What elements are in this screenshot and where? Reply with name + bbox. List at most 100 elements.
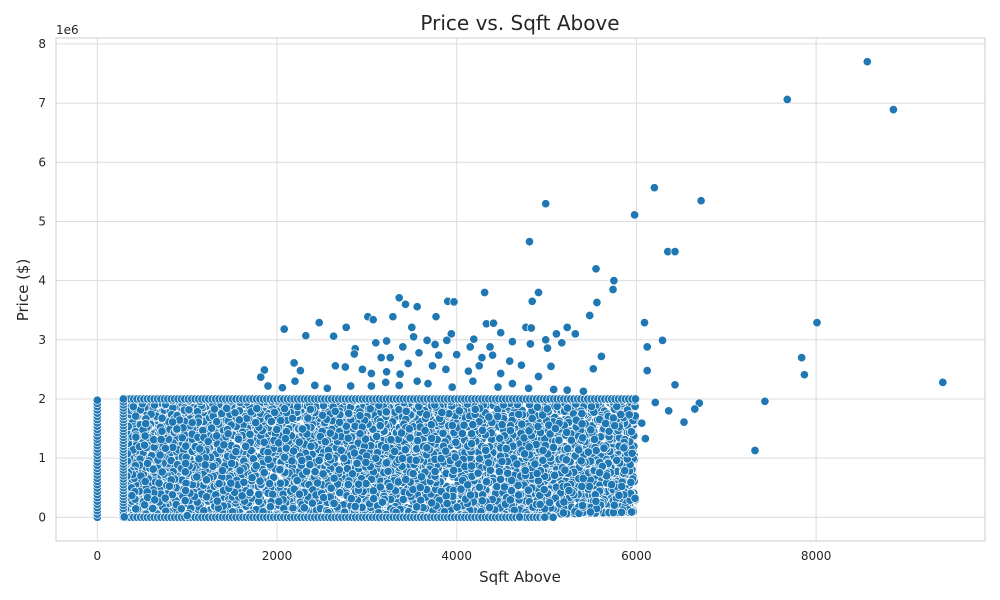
data-point [177, 433, 187, 443]
data-point [287, 456, 297, 466]
data-point [128, 402, 138, 412]
data-point [139, 440, 150, 450]
data-point [212, 431, 222, 441]
data-point [512, 459, 522, 469]
data-point [255, 476, 265, 486]
data-point [612, 455, 622, 465]
data-point [481, 445, 491, 455]
data-point [299, 503, 309, 513]
data-point [473, 468, 483, 478]
data-point [201, 475, 212, 485]
data-point [181, 441, 191, 451]
data-point [447, 420, 457, 431]
data-point [624, 410, 634, 420]
data-point [265, 479, 275, 489]
data-point [385, 482, 395, 492]
data-point [466, 461, 477, 471]
data-point [527, 413, 537, 424]
data-point [408, 469, 418, 479]
data-point [294, 437, 304, 447]
data-point [344, 408, 354, 418]
data-point [394, 405, 404, 415]
data-point [292, 475, 302, 486]
data-point [252, 403, 262, 414]
data-point [415, 482, 425, 493]
data-point [184, 405, 194, 415]
data-point [181, 486, 191, 496]
data-point [583, 447, 593, 457]
data-point [247, 473, 257, 483]
data-point [554, 435, 564, 445]
data-point [365, 404, 375, 414]
data-point [307, 498, 317, 508]
data-point [398, 494, 408, 505]
data-point [457, 428, 467, 439]
data-point [412, 502, 422, 512]
data-points [92, 57, 948, 522]
data-point [241, 441, 251, 451]
data-point [326, 483, 336, 493]
data-point [157, 413, 167, 423]
data-point [591, 446, 601, 456]
data-point [372, 431, 382, 442]
data-point [517, 419, 527, 429]
data-point [420, 425, 430, 436]
data-point [559, 497, 569, 507]
data-point [483, 458, 494, 468]
data-point [202, 492, 212, 502]
data-point [427, 498, 437, 508]
data-point [343, 479, 353, 490]
data-point [154, 478, 164, 488]
data-point [600, 418, 611, 429]
data-point [259, 437, 269, 447]
data-point [227, 458, 237, 468]
data-point [533, 421, 543, 432]
data-point [352, 458, 362, 468]
data-point [626, 427, 636, 437]
data-point [208, 461, 218, 471]
data-point [584, 481, 594, 492]
data-point [454, 406, 464, 416]
data-point [329, 498, 339, 508]
data-point [524, 426, 534, 436]
data-point [617, 507, 627, 517]
data-point [160, 493, 170, 503]
data-point [251, 418, 261, 428]
data-point [599, 443, 609, 453]
data-point [157, 426, 167, 436]
data-point [347, 469, 357, 479]
data-point [92, 395, 102, 405]
data-point [223, 429, 233, 439]
data-point [619, 443, 629, 453]
data-point [477, 425, 488, 435]
data-point [293, 402, 303, 412]
data-point [501, 444, 511, 454]
data-point [514, 409, 524, 419]
data-point [131, 411, 141, 421]
data-point [474, 482, 485, 492]
data-point [176, 504, 186, 514]
data-point [334, 465, 344, 475]
data-point [564, 485, 574, 496]
data-point [157, 467, 167, 477]
data-point [562, 427, 572, 437]
data-point [381, 443, 391, 453]
data-point [336, 445, 346, 455]
data-point [470, 404, 480, 414]
data-point [608, 413, 618, 423]
data-point [140, 476, 150, 487]
data-point [268, 489, 278, 499]
data-point [160, 443, 170, 453]
data-point [131, 432, 141, 442]
data-point [449, 465, 459, 475]
data-point [475, 454, 485, 464]
data-point [339, 453, 349, 463]
data-point [499, 482, 509, 492]
data-point [297, 424, 308, 434]
data-point [514, 490, 524, 500]
data-point [303, 413, 313, 423]
data-point [574, 445, 584, 455]
data-point [548, 512, 558, 522]
